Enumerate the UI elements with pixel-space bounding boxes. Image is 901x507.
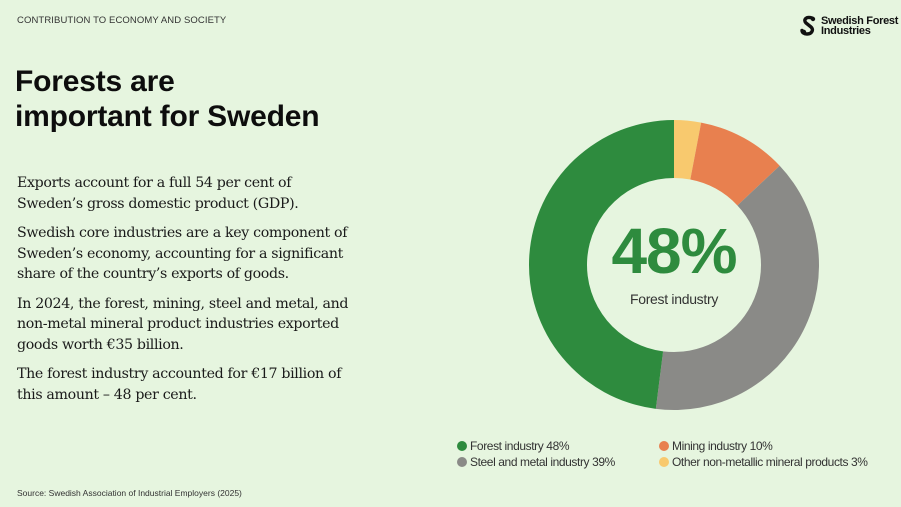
swedish-forest-industries-logo-icon [800, 15, 816, 36]
paragraph-forest-share: The forest industry accounted for €17 bi… [17, 366, 342, 403]
legend-label: Mining industry 10% [672, 438, 773, 453]
source-note: Source: Swedish Association of Industria… [17, 488, 242, 498]
legend-dot-icon [659, 456, 669, 467]
paragraph-core-industries: Swedish core industries are a key compon… [17, 225, 348, 282]
donut-segment-mining-industry [690, 122, 780, 206]
page-title: Forests are important for Sweden [15, 64, 320, 134]
donut-segment-forest-industry [529, 120, 674, 409]
brand-logo: Swedish Forest Industries [800, 15, 898, 37]
title-line-2: important for Sweden [15, 100, 320, 133]
paragraph-2024-exports: In 2024, the forest, mining, steel and m… [17, 295, 349, 353]
legend-label: Forest industry 48% [470, 438, 570, 453]
legend-dot-icon [659, 440, 669, 451]
legend-item-other-mineral: Other non-metallic mineral products 3% [659, 454, 899, 469]
donut-segment-other-non-metallic-mineral-products [674, 120, 702, 180]
center-label: Forest industry [629, 291, 719, 307]
donut-segments [529, 120, 819, 410]
center-value: 48% [611, 215, 737, 287]
title-line-1: Forests are [15, 65, 175, 98]
logo-text-line2: Industries [821, 25, 871, 37]
legend-label: Other non-metallic mineral products 3% [672, 454, 868, 469]
legend-item-forest: Forest industry 48% [457, 438, 659, 453]
legend-item-steel-metal: Steel and metal industry 39% [457, 454, 659, 469]
logo-text-line1: Swedish Forest [821, 15, 899, 27]
legend-label: Steel and metal industry 39% [470, 454, 615, 469]
legend-dot-icon [457, 456, 467, 467]
paragraph-exports: Exports account for a full 54 per cent o… [17, 175, 299, 212]
legend-dot-icon [457, 440, 467, 451]
chart-legend: Forest industry 48% Mining industry 10% … [457, 438, 897, 469]
section-kicker: CONTRIBUTION TO ECONOMY AND SOCIETY [17, 15, 227, 26]
donut-chart [529, 120, 819, 410]
donut-segment-steel-and-metal-industry [655, 165, 819, 410]
body-text: Exports account for a full 54 per cent o… [17, 173, 357, 414]
legend-item-mining: Mining industry 10% [659, 438, 899, 453]
